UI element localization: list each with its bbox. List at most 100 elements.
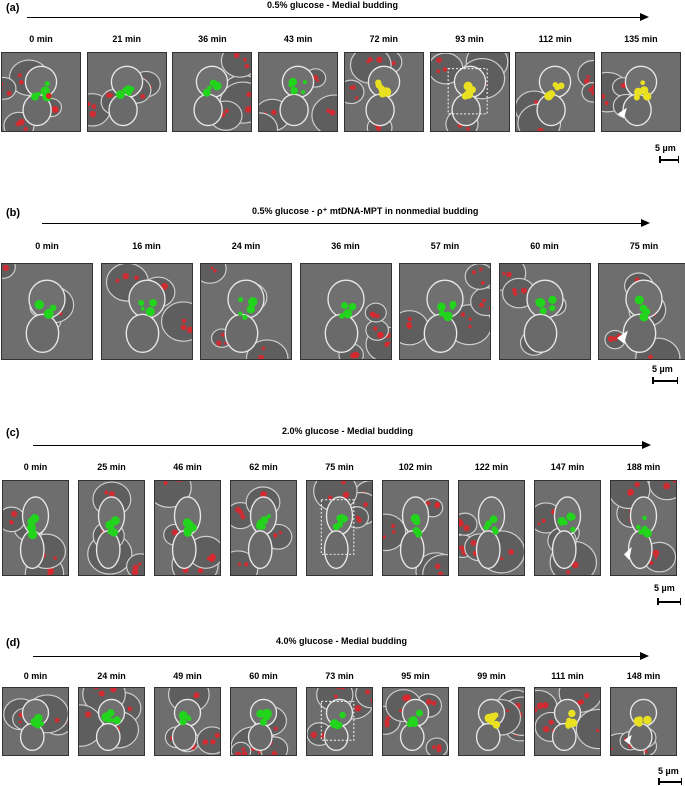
micrograph-image: [2, 264, 92, 359]
micrograph-image: [307, 481, 372, 575]
micrograph-image: [79, 481, 144, 575]
time-label: 75 min: [629, 241, 659, 251]
micrograph-image: [231, 481, 296, 575]
micrograph-frame: [610, 687, 677, 756]
time-label: 36 min: [331, 241, 360, 251]
micrograph-frame: [343, 52, 424, 132]
micrograph-frame: [306, 687, 373, 756]
micrograph-image: [383, 688, 448, 755]
micrograph-image: [611, 688, 676, 755]
time-arrow-head: [642, 441, 651, 449]
micrograph-image: [611, 481, 676, 575]
micrograph-frame: [154, 687, 221, 756]
time-label: 148 min: [626, 671, 661, 681]
panel-label: (a): [6, 2, 20, 14]
micrograph-image: [155, 688, 220, 755]
time-label: 21 min: [112, 34, 141, 44]
time-label: 73 min: [325, 671, 354, 681]
micrograph-image: [430, 53, 509, 131]
micrograph-image: [307, 688, 372, 755]
time-label: 72 min: [369, 34, 399, 44]
time-label: 43 min: [283, 34, 313, 44]
micrograph-frame: [382, 480, 449, 576]
micrograph-frame: [78, 687, 145, 756]
time-label: 99 min: [477, 671, 506, 681]
time-arrow-head: [641, 219, 650, 227]
micrograph-frame: [100, 263, 193, 360]
micrograph-image: [599, 264, 685, 359]
micrograph-frame: [154, 480, 221, 576]
micrograph-image: [173, 53, 252, 131]
scale-label: 5 µm: [655, 143, 676, 153]
frames-row: [0, 52, 685, 132]
micrograph-image: [87, 53, 166, 131]
time-label: 0 min: [23, 671, 48, 681]
time-label: 111 min: [551, 671, 584, 681]
time-label: 49 min: [173, 671, 202, 681]
time-arrow: [33, 445, 643, 446]
time-label: 24 min: [231, 241, 261, 251]
time-label: 0 min: [29, 34, 53, 44]
micrograph-frame: [598, 263, 685, 360]
time-label: 147 min: [550, 462, 585, 472]
time-label: 60 min: [249, 671, 278, 681]
micrograph-image: [516, 53, 595, 131]
micrograph-image: [231, 688, 296, 755]
time-label: 60 min: [530, 241, 559, 251]
panel-title: 4.0% glucose - Medial budding: [276, 636, 408, 646]
time-arrow: [27, 17, 641, 18]
time-arrow: [42, 223, 642, 224]
micrograph-frame: [458, 687, 525, 756]
panel-label: (d): [6, 637, 21, 649]
time-label: 0 min: [35, 241, 59, 251]
micrograph-frame: [1, 52, 81, 132]
time-label: 46 min: [173, 462, 202, 472]
panel-c: (c) 2.0% glucose - Medial budding 0 min 2…: [0, 420, 685, 610]
micrograph-frame: [399, 263, 491, 360]
frames-row: [0, 263, 685, 360]
time-label: 102 min: [398, 462, 433, 472]
scale-bar: [658, 778, 682, 784]
micrograph-image: [499, 264, 590, 359]
time-label: 57 min: [430, 241, 460, 251]
micrograph-frame: [610, 480, 677, 576]
micrograph-frame: [2, 687, 69, 756]
time-label: 135 min: [624, 34, 658, 44]
micrograph-image: [400, 264, 490, 359]
micrograph-image: [79, 688, 144, 755]
scale-label: 5 µm: [652, 364, 673, 374]
micrograph-image: [535, 688, 600, 755]
panel-label: (b): [6, 207, 21, 219]
micrograph-image: [344, 53, 423, 131]
micrograph-frame: [458, 480, 525, 576]
micrograph-frame: [306, 480, 373, 576]
scale-bar: [659, 156, 679, 162]
micrograph-image: [300, 264, 391, 359]
time-label: 16 min: [132, 241, 161, 251]
micrograph-frame: [299, 263, 392, 360]
micrograph-image: [459, 688, 524, 755]
micrograph-frame: [78, 480, 145, 576]
micrograph-image: [3, 481, 68, 575]
scale-bar: [652, 377, 678, 383]
panel-title: 2.0% glucose - Medial budding: [282, 426, 414, 436]
micrograph-frame: [498, 263, 591, 360]
micrograph-frame: [382, 687, 449, 756]
frames-row: [0, 480, 685, 576]
micrograph-image: [383, 481, 448, 575]
micrograph-image: [259, 53, 338, 131]
micrograph-frame: [2, 480, 69, 576]
micrograph-image: [155, 481, 220, 575]
micrograph-image: [535, 481, 600, 575]
micrograph-image: [601, 53, 680, 131]
time-label: 95 min: [401, 671, 430, 681]
panel-label: (c): [6, 427, 20, 439]
time-label: 112 min: [538, 34, 572, 44]
time-label: 93 min: [455, 34, 484, 44]
panel-a: (a) 0.5% glucose - Medial budding 0 min 2…: [0, 0, 685, 170]
micrograph-frame: [429, 52, 510, 132]
scale-label: 5 µm: [658, 766, 679, 776]
frames-row: [0, 687, 685, 756]
micrograph-frame: [1, 263, 93, 360]
micrograph-frame: [200, 263, 292, 360]
